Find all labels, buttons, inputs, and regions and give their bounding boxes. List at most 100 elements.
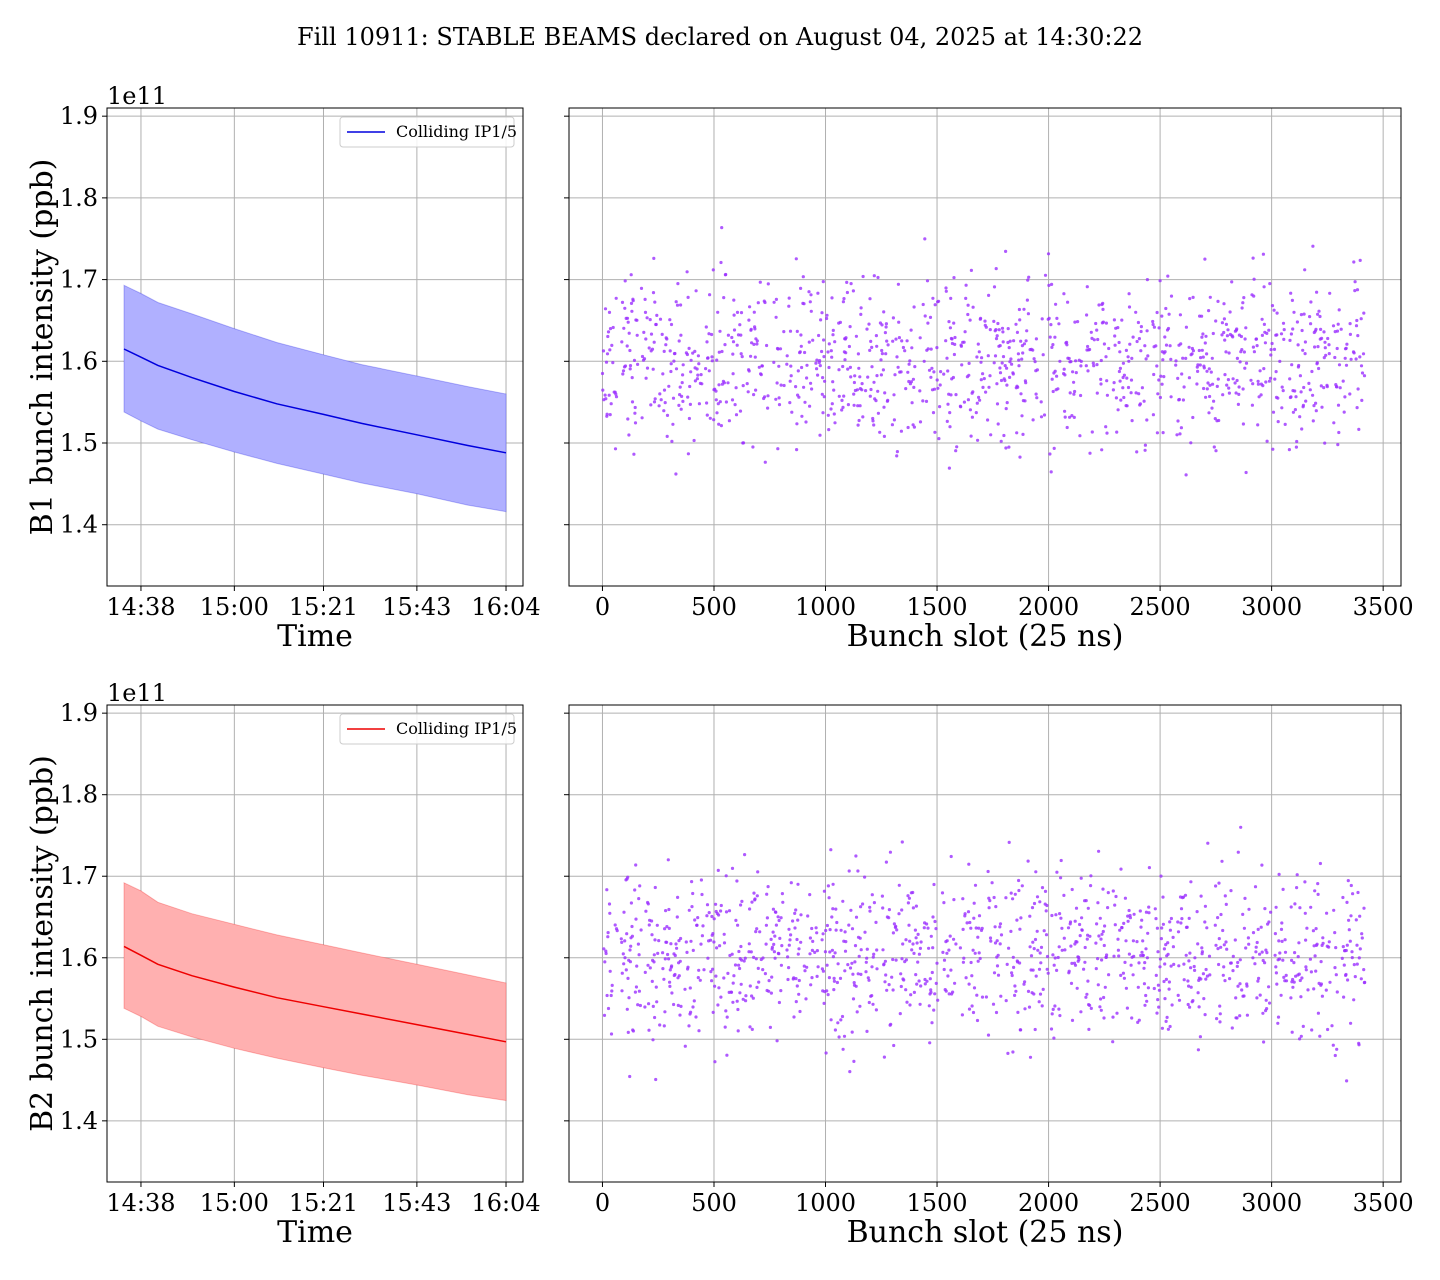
bunch-point [1327,352,1331,356]
bunch-point [665,413,670,417]
bunch-point [1193,968,1197,973]
bunch-point [1304,965,1308,969]
bunch-point [687,416,692,421]
bunch-point [1300,328,1304,333]
bunch-point [705,914,709,918]
bunch-point [722,296,726,300]
bunch-point [734,413,739,417]
bunch-point [962,400,967,404]
bunch-point [1201,355,1205,359]
bunch-point [842,297,846,301]
bunch-point [1130,419,1134,423]
bunch-point [1256,379,1260,383]
bunch-point [1188,297,1192,301]
bunch-point [861,415,865,419]
bunch-point [666,858,670,862]
bunch-point [1187,959,1191,963]
bunch-point [739,333,743,337]
bunch-point [734,386,738,390]
bunch-point [1193,956,1197,960]
bunch-point [1323,346,1327,350]
bunch-point [944,286,948,290]
bunch-point [668,349,672,353]
bunch-point [718,400,722,404]
bunch-point [881,368,886,372]
bunch-point [933,303,937,307]
bunch-point [969,268,974,272]
bunch-point [605,352,610,356]
y-tick-label: 1.8 [60,781,98,809]
bunch-point [867,1000,871,1005]
bunch-point [1277,872,1281,877]
bunch-point [1182,962,1186,966]
bunch-point [731,981,735,985]
bunch-point [1113,343,1117,347]
x-tick-label: 1000 [795,1189,856,1217]
bunch-point [1130,356,1134,360]
bunch-point [675,303,680,307]
bunch-point [745,382,749,386]
bunch-point [1066,300,1070,304]
bunch-point [1225,947,1229,951]
bunch-point [947,948,951,952]
bunch-point [929,990,933,995]
bunch-point [934,927,938,931]
bunch-point [1267,328,1271,332]
bunch-point [932,1008,936,1012]
bunch-point [739,903,743,907]
bunch-point [1311,929,1315,933]
bunch-point [980,926,984,931]
bunch-point [1320,405,1324,409]
bunch-point [1070,887,1074,892]
bunch-point [628,367,632,371]
bunch-point [886,343,890,347]
bunch-point [1019,916,1023,920]
bunch-point [861,274,865,279]
bunch-point [1305,926,1309,930]
bunch-point [1002,433,1006,438]
bunch-point [633,888,637,892]
bunch-point [1112,318,1116,322]
bunch-point [1095,363,1099,367]
bunch-point [1101,929,1105,934]
bunch-point [795,422,799,426]
bunch-point [1321,941,1325,945]
bunch-point [1344,948,1348,953]
bunch-point [970,1004,974,1008]
bunch-point [899,429,904,433]
bunch-point [1018,455,1022,459]
bunch-point [716,402,720,406]
bunch-point [1237,385,1241,389]
bunch-point [1280,406,1284,410]
bunch-point [938,405,942,409]
bunch-point [766,406,770,410]
bunch-point [1073,919,1077,923]
bunch-point [1244,946,1248,950]
bunch-point [1026,989,1031,994]
bunch-point [933,992,937,996]
bunch-point [819,318,823,322]
bunch-point [776,347,780,351]
bunch-point [994,905,998,909]
bunch-point [741,997,745,1001]
bunch-point [825,963,829,967]
bunch-point [608,969,612,973]
bunch-point [717,422,721,426]
bunch-point [1325,385,1329,389]
bunch-point [1293,408,1297,412]
bunch-point [1352,351,1356,355]
bunch-point [788,401,792,405]
bunch-point [664,909,668,913]
bunch-point [1136,320,1140,325]
bunch-point [945,356,949,360]
bunch-point [825,316,829,321]
bunch-point [1311,393,1315,397]
b1_time-axes: 1.41.51.61.71.81.914:38 15:00 15:21 15:43 16… [25,82,541,654]
bunch-point [1202,366,1206,370]
bunch-point [1309,970,1313,974]
bunch-point [1068,391,1072,395]
bunch-point [1216,947,1220,951]
bunch-point [1316,312,1320,316]
bunch-point [705,401,709,405]
